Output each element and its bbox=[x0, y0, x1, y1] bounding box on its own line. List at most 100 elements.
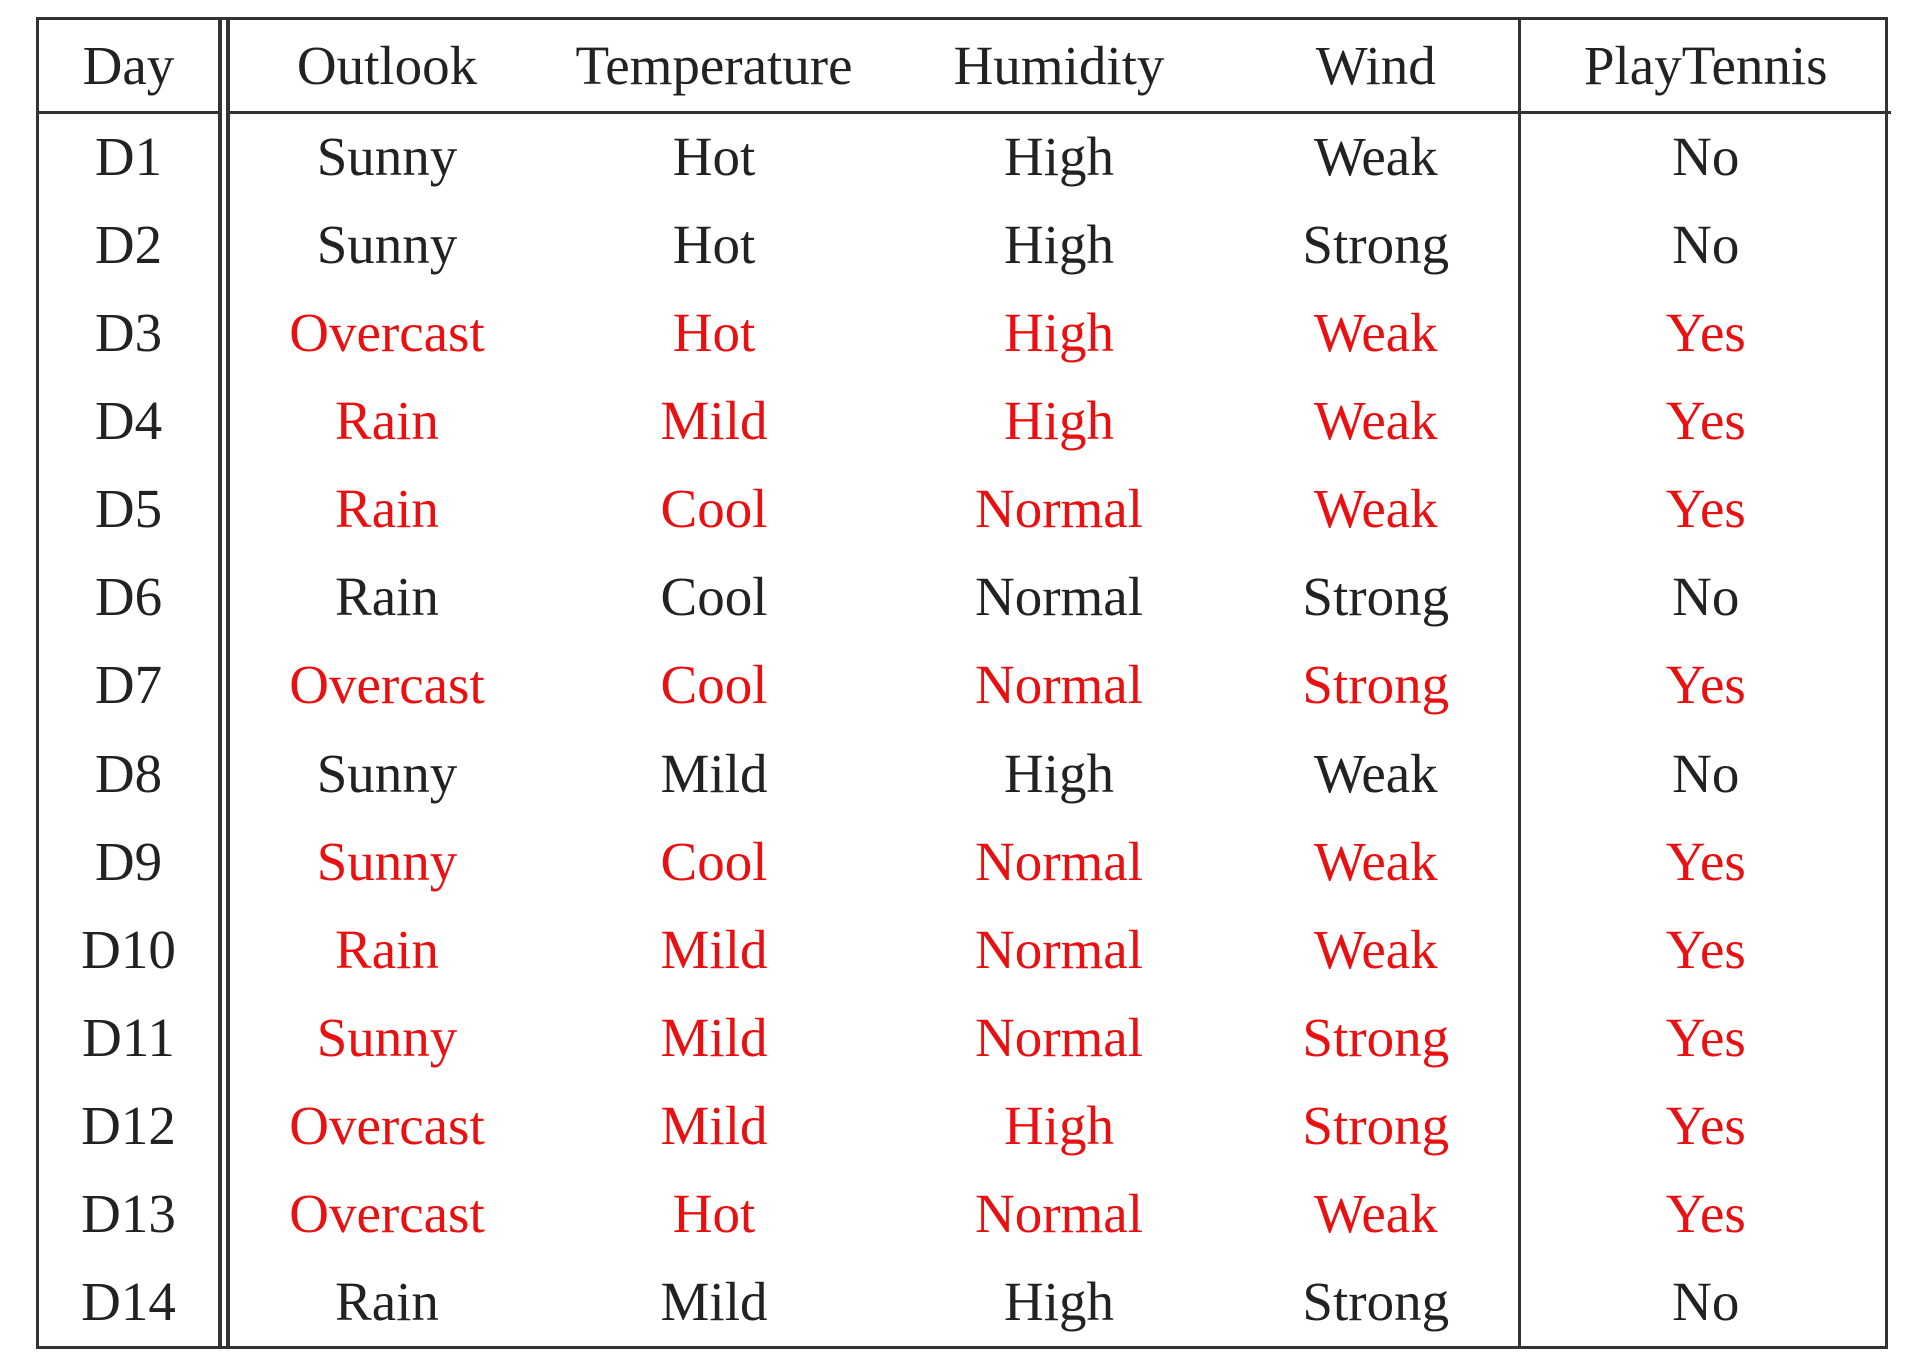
table-row: D7 Overcast Cool Normal Strong Yes bbox=[39, 640, 1891, 729]
cell-temperature: Mild bbox=[660, 742, 768, 804]
cell-playtennis: No bbox=[1672, 742, 1740, 804]
cell-wind: Weak bbox=[1234, 376, 1521, 465]
cell-wind: Weak bbox=[1234, 905, 1521, 994]
cell-outlook: Rain bbox=[335, 1271, 439, 1333]
cell-playtennis: Yes bbox=[1665, 478, 1746, 540]
cell-wind: Strong bbox=[1234, 200, 1521, 289]
header-row: Day Outlook Temperature Humidity Wind Pl… bbox=[39, 20, 1891, 114]
cell-humidity: Normal bbox=[974, 1183, 1143, 1245]
cell-playtennis: Yes bbox=[1665, 654, 1746, 716]
cell-temperature: Mild bbox=[660, 1095, 768, 1157]
cell-day: D6 bbox=[39, 552, 230, 641]
cell-day: D13 bbox=[39, 1169, 230, 1258]
cell-humidity: Normal bbox=[974, 918, 1143, 980]
cell-outlook: Rain bbox=[335, 478, 439, 540]
table-row: D8 Sunny Mild High Weak No bbox=[39, 728, 1891, 818]
cell-playtennis: Yes bbox=[1665, 301, 1746, 363]
cell-temperature: Cool bbox=[660, 830, 768, 892]
table-row: D5 Rain Cool Normal Weak Yes bbox=[39, 464, 1891, 553]
cell-outlook: Rain bbox=[335, 389, 439, 451]
cell-playtennis: Yes bbox=[1665, 830, 1746, 892]
cell-wind: Weak bbox=[1234, 1169, 1521, 1258]
cell-temperature: Cool bbox=[660, 478, 768, 540]
cell-outlook: Rain bbox=[335, 918, 439, 980]
cell-wind: Strong bbox=[1234, 552, 1521, 641]
cell-outlook: Rain bbox=[335, 566, 439, 628]
cell-outlook: Overcast bbox=[289, 1095, 485, 1157]
cell-outlook: Sunny bbox=[316, 830, 458, 892]
table-row: D11 Sunny Mild Normal Strong Yes bbox=[39, 993, 1891, 1082]
cell-temperature: Hot bbox=[672, 126, 756, 188]
cell-humidity: High bbox=[1004, 1095, 1114, 1157]
cell-outlook: Overcast bbox=[289, 301, 485, 363]
cell-outlook: Sunny bbox=[316, 126, 458, 188]
cell-temperature: Cool bbox=[660, 654, 768, 716]
cell-day: D11 bbox=[39, 993, 230, 1082]
cell-temperature: Hot bbox=[672, 1183, 756, 1245]
cell-wind: Weak bbox=[1234, 817, 1521, 906]
cell-day: D8 bbox=[39, 728, 230, 818]
cell-wind: Strong bbox=[1234, 640, 1521, 729]
table-row: D1 Sunny Hot High Weak No bbox=[39, 112, 1891, 201]
cell-wind: Weak bbox=[1234, 288, 1521, 377]
cell-temperature: Cool bbox=[660, 566, 768, 628]
cell-playtennis: No bbox=[1672, 213, 1740, 275]
cell-temperature: Mild bbox=[660, 389, 768, 451]
play-tennis-table: Day Outlook Temperature Humidity Wind Pl… bbox=[36, 17, 1891, 1349]
table-row: D9 Sunny Cool Normal Weak Yes bbox=[39, 817, 1891, 906]
cell-wind: Weak bbox=[1234, 728, 1521, 818]
header-outlook: Outlook bbox=[224, 20, 544, 114]
cell-day: D14 bbox=[39, 1257, 230, 1346]
table-row: D6 Rain Cool Normal Strong No bbox=[39, 552, 1891, 641]
cell-outlook: Overcast bbox=[289, 1183, 485, 1245]
cell-humidity: High bbox=[1004, 1271, 1114, 1333]
cell-humidity: High bbox=[1004, 389, 1114, 451]
cell-outlook: Overcast bbox=[289, 654, 485, 716]
cell-outlook: Sunny bbox=[316, 1006, 458, 1068]
cell-day: D1 bbox=[39, 112, 230, 201]
cell-playtennis: Yes bbox=[1665, 1095, 1746, 1157]
cell-humidity: High bbox=[1004, 301, 1114, 363]
data-table: Day Outlook Temperature Humidity Wind Pl… bbox=[39, 20, 1891, 1346]
header-humidity: Humidity bbox=[884, 20, 1234, 114]
cell-wind: Strong bbox=[1234, 1257, 1521, 1346]
cell-temperature: Mild bbox=[660, 1271, 768, 1333]
cell-playtennis: Yes bbox=[1665, 1183, 1746, 1245]
cell-humidity: High bbox=[1004, 213, 1114, 275]
cell-temperature: Mild bbox=[660, 1006, 768, 1068]
cell-wind: Strong bbox=[1234, 993, 1521, 1082]
cell-humidity: High bbox=[1004, 126, 1114, 188]
cell-humidity: High bbox=[1004, 742, 1114, 804]
header-wind: Wind bbox=[1234, 20, 1521, 114]
cell-humidity: Normal bbox=[974, 478, 1143, 540]
cell-outlook: Sunny bbox=[316, 742, 458, 804]
cell-humidity: Normal bbox=[974, 566, 1143, 628]
table-row: D12 Overcast Mild High Strong Yes bbox=[39, 1081, 1891, 1170]
header-playtennis: PlayTennis bbox=[1519, 20, 1891, 114]
cell-playtennis: Yes bbox=[1665, 1006, 1746, 1068]
table-body: D1 Sunny Hot High Weak No D2 Sunny Hot High Strong… bbox=[39, 112, 1891, 1346]
table-row: D10 Rain Mild Normal Weak Yes bbox=[39, 905, 1891, 994]
cell-day: D7 bbox=[39, 640, 230, 729]
cell-outlook: Sunny bbox=[316, 213, 458, 275]
cell-wind: Strong bbox=[1234, 1081, 1521, 1170]
table-row: D2 Sunny Hot High Strong No bbox=[39, 200, 1891, 289]
cell-wind: Weak bbox=[1234, 464, 1521, 553]
cell-temperature: Hot bbox=[672, 213, 756, 275]
table-row: D4 Rain Mild High Weak Yes bbox=[39, 376, 1891, 465]
table-row: D3 Overcast Hot High Weak Yes bbox=[39, 288, 1891, 377]
table-header: Day Outlook Temperature Humidity Wind Pl… bbox=[39, 20, 1891, 114]
cell-playtennis: Yes bbox=[1665, 389, 1746, 451]
cell-day: D4 bbox=[39, 376, 230, 465]
cell-wind: Weak bbox=[1234, 112, 1521, 201]
cell-day: D2 bbox=[39, 200, 230, 289]
cell-playtennis: No bbox=[1672, 566, 1740, 628]
cell-humidity: Normal bbox=[974, 1006, 1143, 1068]
cell-playtennis: No bbox=[1672, 1271, 1740, 1333]
header-temperature: Temperature bbox=[544, 20, 884, 114]
cell-playtennis: Yes bbox=[1665, 918, 1746, 980]
cell-day: D9 bbox=[39, 817, 230, 906]
cell-day: D12 bbox=[39, 1081, 230, 1170]
cell-day: D5 bbox=[39, 464, 230, 553]
cell-humidity: Normal bbox=[974, 654, 1143, 716]
